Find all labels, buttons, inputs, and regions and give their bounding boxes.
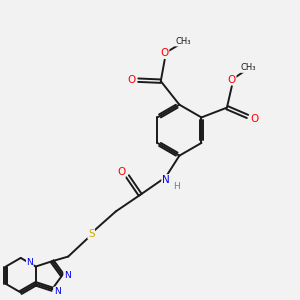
Text: O: O — [251, 114, 259, 124]
Text: CH₃: CH₃ — [241, 63, 256, 72]
Text: H: H — [174, 182, 180, 190]
Text: S: S — [88, 229, 94, 238]
Text: N: N — [26, 258, 33, 267]
Text: O: O — [117, 167, 125, 177]
Text: N: N — [162, 175, 170, 185]
Text: O: O — [127, 75, 136, 85]
Text: CH₃: CH₃ — [175, 37, 190, 46]
Text: O: O — [160, 48, 169, 58]
Text: O: O — [228, 75, 236, 85]
Text: N: N — [64, 271, 70, 280]
Text: N: N — [54, 287, 60, 296]
